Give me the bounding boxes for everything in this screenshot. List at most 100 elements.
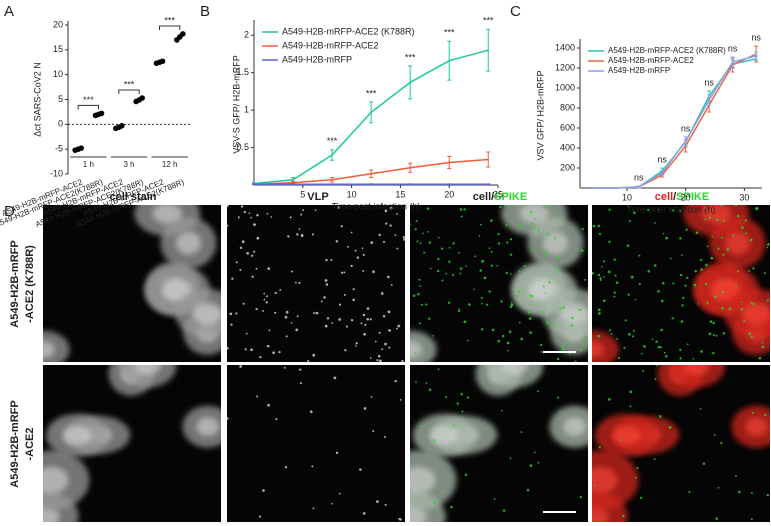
- y-tick-label: 1.5: [236, 67, 249, 77]
- error-bar: [486, 28, 491, 72]
- y-tick-label: 0.5: [236, 142, 249, 152]
- particle: [362, 313, 366, 317]
- error-bar: [369, 169, 374, 179]
- particle: [679, 357, 682, 360]
- particle: [275, 418, 278, 421]
- particle: [397, 324, 401, 328]
- group-label: 3 h: [123, 160, 134, 169]
- particle: [720, 205, 724, 207]
- particle: [736, 214, 740, 218]
- nucleus: [519, 205, 550, 224]
- particle: [618, 357, 621, 360]
- particle: [235, 261, 238, 264]
- particle: [428, 388, 432, 392]
- particle: [767, 243, 770, 246]
- particle: [266, 295, 268, 298]
- particle: [641, 369, 644, 373]
- particle: [314, 209, 317, 212]
- particle: [227, 417, 229, 420]
- particle: [647, 269, 651, 273]
- particle: [490, 264, 493, 267]
- particle: [330, 259, 333, 262]
- error-bar: [486, 151, 491, 168]
- particle: [584, 278, 586, 281]
- error-bar: [447, 40, 452, 81]
- annotation: ns: [657, 154, 667, 164]
- particle: [559, 307, 562, 310]
- particle: [437, 368, 440, 371]
- particle: [250, 216, 253, 219]
- particle: [394, 379, 397, 383]
- particle: [278, 351, 281, 354]
- particle: [679, 348, 682, 351]
- particle: [414, 351, 417, 354]
- error-bar: [408, 183, 413, 186]
- particle: [715, 334, 718, 337]
- particle: [579, 495, 582, 499]
- particle: [457, 251, 460, 254]
- error-bar: [707, 94, 712, 106]
- particle: [229, 312, 233, 316]
- image-bg: [227, 205, 405, 362]
- particle: [708, 216, 711, 219]
- particle: [441, 279, 444, 282]
- particle: [571, 316, 574, 320]
- particle: [735, 284, 738, 287]
- particle: [517, 205, 520, 207]
- particle: [372, 270, 375, 274]
- particle: [483, 276, 487, 280]
- particle: [452, 242, 455, 245]
- particle: [518, 270, 521, 273]
- particle: [490, 250, 493, 253]
- particle: [692, 357, 695, 360]
- particle: [426, 207, 430, 210]
- particle: [501, 409, 503, 412]
- particle: [530, 210, 533, 214]
- particle: [499, 205, 502, 209]
- particle: [239, 246, 243, 250]
- particle: [440, 247, 444, 250]
- particle: [458, 308, 461, 311]
- particle: [302, 209, 305, 212]
- particle: [263, 292, 266, 295]
- nucleus: [502, 365, 528, 376]
- particle: [415, 220, 418, 223]
- dot: [159, 58, 166, 65]
- x-tick-label: 10: [347, 189, 357, 199]
- particle: [230, 323, 233, 326]
- particle: [497, 242, 501, 245]
- particle: [459, 208, 463, 211]
- y-tick-label: -5: [55, 144, 63, 154]
- particle: [633, 211, 636, 215]
- error-bar: [408, 162, 413, 173]
- particle: [597, 334, 600, 338]
- particle: [300, 213, 303, 216]
- particle: [636, 467, 639, 470]
- error-bar: [486, 183, 491, 186]
- particle: [362, 269, 365, 272]
- particle: [272, 351, 275, 355]
- error-bar: [369, 101, 374, 124]
- particle: [335, 451, 339, 455]
- dot: [98, 110, 105, 117]
- particle: [520, 337, 523, 341]
- particle: [295, 281, 297, 284]
- particle: [311, 465, 314, 468]
- particle: [410, 223, 412, 226]
- particle: [536, 390, 539, 393]
- y-tick-label: 1200: [555, 62, 575, 72]
- error-bar: [447, 156, 452, 170]
- legend-label: A549-H2B-mRFP-ACE2 (K788R): [608, 46, 726, 55]
- particle: [748, 332, 752, 335]
- particle: [751, 411, 754, 414]
- particle: [502, 509, 506, 512]
- dot: [139, 95, 145, 101]
- particle: [735, 474, 737, 477]
- particle: [626, 244, 630, 248]
- particle: [639, 496, 643, 500]
- particle: [422, 232, 424, 235]
- particle: [416, 240, 419, 243]
- particle: [598, 232, 602, 235]
- particle: [325, 259, 328, 262]
- column-header: VLP: [307, 191, 328, 203]
